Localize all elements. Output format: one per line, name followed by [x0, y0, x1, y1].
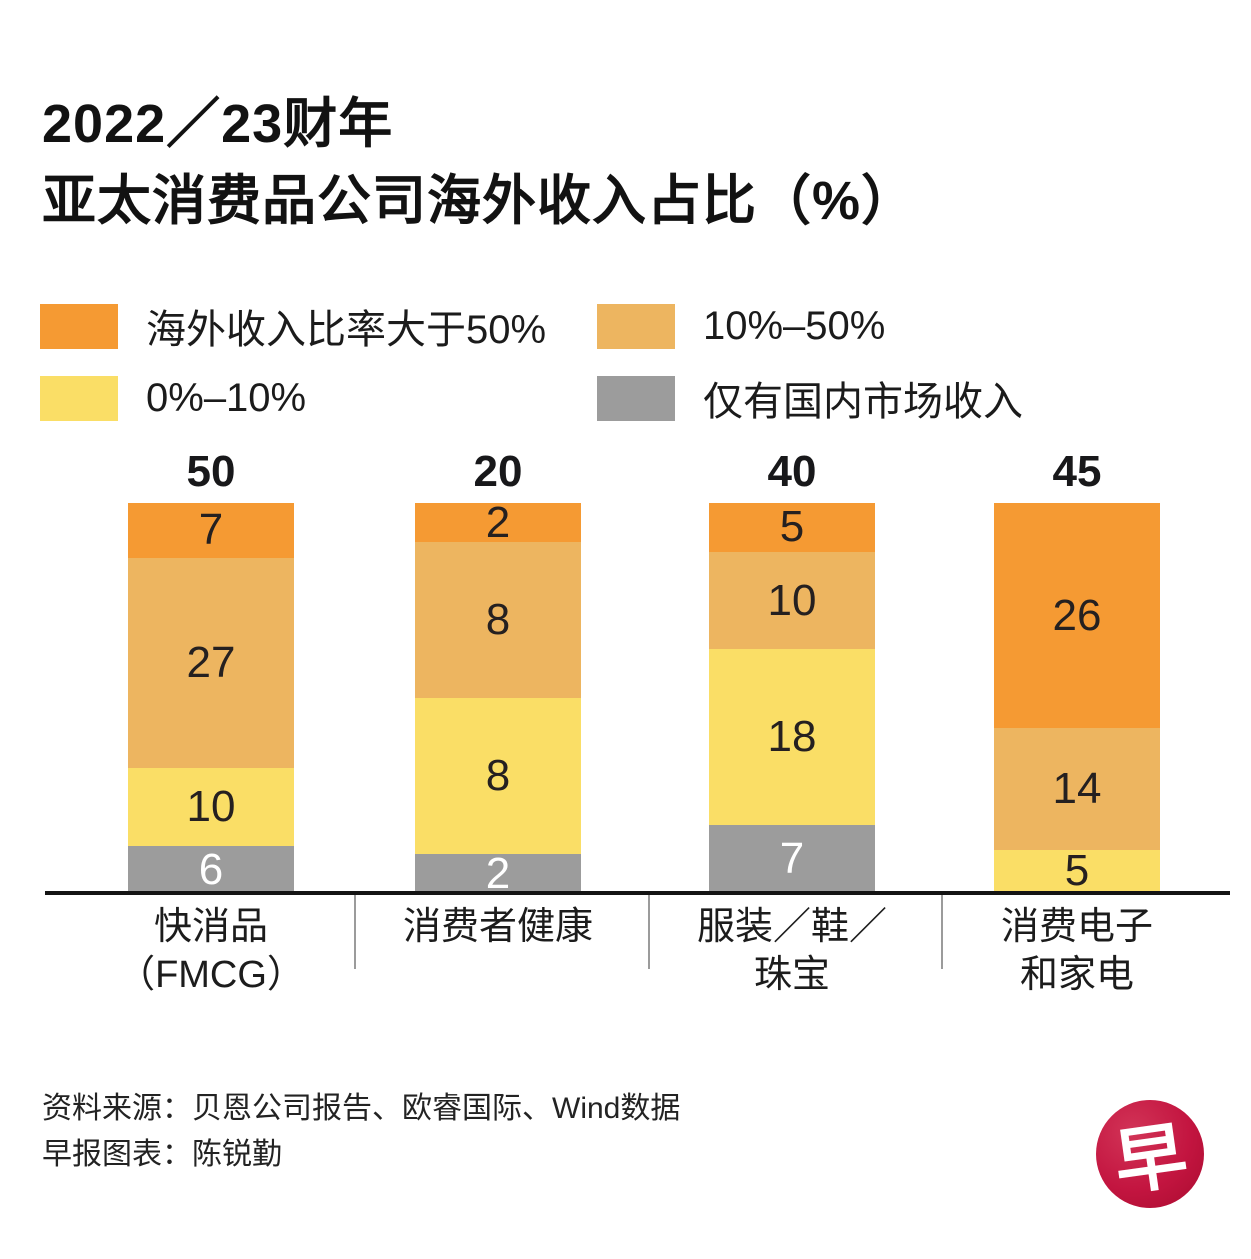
category-label: 消费电子 和家电: [927, 903, 1227, 999]
category-divider-tick: [354, 895, 356, 969]
category-divider-tick: [941, 895, 943, 969]
bar-segment: 18: [709, 649, 875, 825]
legend-swatch-icon: [597, 375, 675, 421]
category-label: 服装／鞋／ 珠宝: [642, 903, 942, 999]
category-label-line: 服装／鞋／: [696, 906, 887, 948]
bar-segment: 7: [709, 824, 875, 893]
chart-title: 2022／23财年 亚太消费品公司海外收入占比（%）: [42, 86, 916, 240]
chart-title-line1: 2022／23财年: [42, 94, 394, 154]
bar-total-label: 40: [767, 447, 817, 496]
source-note: 资料来源：贝恩公司报告、欧睿国际、Wind数据: [42, 1092, 681, 1125]
category-label-line: 消费电子: [1000, 906, 1153, 948]
bar-segment: 6: [128, 846, 294, 893]
bar-segment: 2: [415, 851, 581, 895]
bar-segment: 2: [415, 500, 581, 544]
legend-item-1: 10%–50%: [597, 303, 885, 349]
category-label-line: 快消品: [153, 906, 268, 948]
bar-total-label: 20: [473, 447, 523, 496]
credit-note: 早报图表：陈锐勤: [42, 1138, 282, 1171]
legend-swatch-icon: [597, 303, 675, 349]
legend-item-2: 0%–10%: [40, 375, 306, 421]
stacked-bar-0: 7 27 10 6: [128, 503, 294, 893]
bar-segment: 8: [415, 698, 581, 854]
category-label-line: 和家电: [1019, 954, 1134, 996]
bar-segment: 10: [128, 768, 294, 847]
bar-segment: 14: [994, 728, 1160, 850]
bar-segment: 26: [994, 503, 1160, 729]
category-label-line: 珠宝: [753, 954, 830, 996]
bar-segment: 10: [709, 551, 875, 650]
x-axis-line: [45, 891, 1230, 895]
bar-segment: 8: [415, 542, 581, 698]
bar-segment: 7: [128, 503, 294, 558]
legend-item-0: 海外收入比率大于50%: [40, 303, 546, 352]
category-label-line: 消费者健康: [402, 906, 593, 948]
legend-label: 0%–10%: [146, 375, 307, 420]
category-label: 消费者健康: [348, 903, 648, 951]
category-label: 快消品 （FMCG）: [61, 903, 361, 999]
legend-label: 仅有国内市场收入: [703, 380, 1023, 424]
legend-swatch-icon: [40, 303, 118, 349]
zaobao-logo-glyph: 早: [1109, 1114, 1192, 1205]
stacked-bar-3: 26 14 5: [994, 503, 1160, 893]
chart-title-line2: 亚太消费品公司海外收入占比（%）: [42, 171, 917, 231]
bar-segment: 27: [128, 557, 294, 769]
bar-total-label: 45: [1052, 447, 1102, 496]
stacked-bar-2: 5 10 18 7: [709, 503, 875, 893]
zaobao-logo: 早: [1096, 1100, 1204, 1208]
legend-item-3: 仅有国内市场收入: [597, 375, 1023, 424]
bar-segment: 5: [709, 503, 875, 552]
bar-segment: 5: [994, 849, 1160, 893]
category-label-line: （FMCG）: [117, 954, 305, 996]
bar-total-label: 50: [186, 447, 236, 496]
legend-label: 海外收入比率大于50%: [146, 308, 547, 352]
legend-swatch-icon: [40, 375, 118, 421]
category-divider-tick: [648, 895, 650, 969]
legend-label: 10%–50%: [703, 303, 886, 348]
